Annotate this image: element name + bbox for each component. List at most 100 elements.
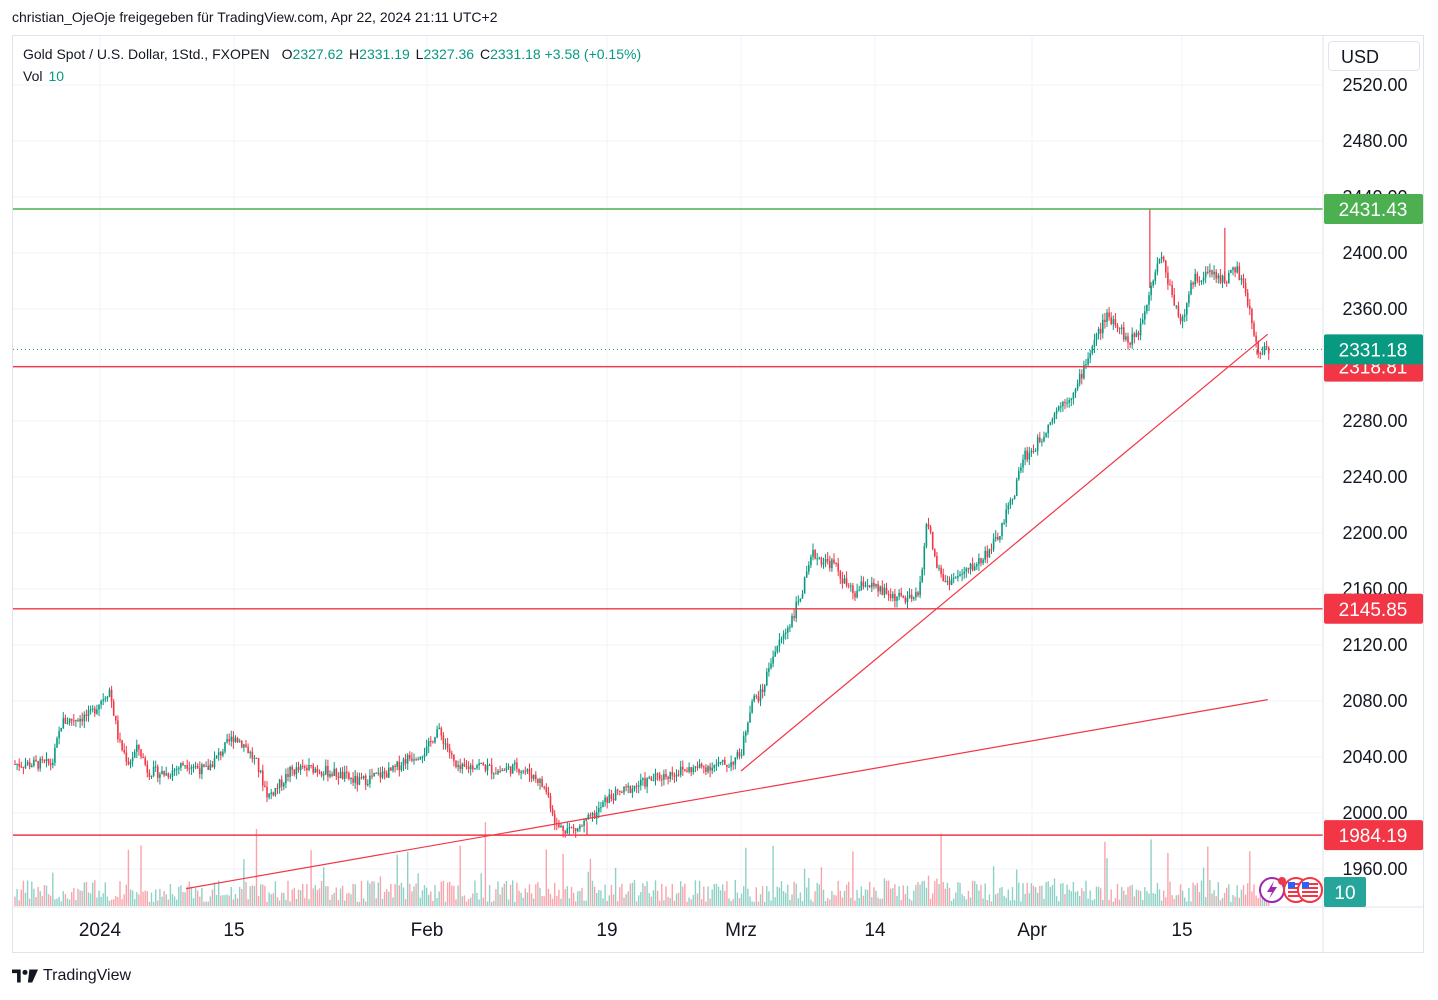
volume-bar [1156,882,1159,906]
candle-body [577,828,579,831]
candle-body [850,585,852,587]
volume-bar [1079,895,1081,906]
candle-body [1110,317,1112,324]
candle-body [541,779,543,787]
candle-body [677,774,680,776]
price-chart[interactable]: 1960.002000.002040.002080.002120.002160.… [0,0,1438,960]
volume-bar [1135,889,1138,906]
candle-body [858,590,860,592]
volume-bar [984,883,986,906]
volume-bar [41,896,43,906]
candle-body [625,786,627,788]
candle-body [532,774,535,779]
volume-bar [533,898,535,906]
candle-body [146,764,149,773]
close-label: C [479,46,491,62]
volume-bar [1192,882,1194,906]
us-flag-stripe [1288,895,1304,897]
volume-bar [371,881,373,906]
candle-body [1156,263,1159,273]
volume-bar [222,895,224,906]
volume-bar [289,901,291,906]
volume-bar [199,896,201,906]
candle-body [285,774,287,784]
volume-bar [911,900,913,906]
volume-bar [717,886,720,906]
candle-body [616,789,619,791]
candle-body [604,797,606,803]
volume-bar [379,876,382,906]
currency-button[interactable]: USD [1328,41,1420,71]
volume-bar [1230,901,1232,906]
candle-body [432,741,434,743]
volume-bar [782,891,785,906]
volume-bar [753,901,755,906]
candle-body [1043,436,1045,442]
volume-bar [306,883,308,906]
volume-bar [885,880,888,906]
volume-bar [1154,893,1156,906]
volume-bar [961,894,963,906]
candle-body [337,776,340,779]
candle-body [1114,319,1117,326]
volume-bar [98,890,100,906]
volume-bar [963,896,965,906]
candle-body [898,592,900,597]
volume-bar [1076,890,1079,906]
volume-bar [121,899,123,906]
volume-bar [862,895,865,906]
candle-body [860,581,863,591]
x-tick-label: 15 [223,920,244,941]
candle-body [58,731,60,739]
volume-bar [224,895,226,906]
volume-bar [772,845,774,906]
volume-bar [671,883,673,906]
volume-bar [444,901,447,906]
candle-body [833,559,835,564]
candle-body [117,720,119,740]
volume-bar [568,898,571,906]
volume-bar [946,882,949,906]
volume-bar [652,890,655,906]
candle-body [509,766,512,774]
volume-bar [194,888,197,906]
volume-bar [1114,898,1117,906]
candle-body [171,770,174,777]
volume-bar [197,890,199,906]
volume-bar [656,890,659,906]
candle-body [43,760,46,762]
volume-bar [138,894,140,906]
candle-body [1120,327,1123,329]
candle-body [1154,272,1157,281]
volume-bar [839,890,841,906]
candle-body [144,757,146,765]
volume-bar [619,887,621,906]
candle-body [871,582,873,588]
volume-bar [787,884,789,906]
volume-bar [482,897,484,906]
volume-bar [698,880,701,906]
candle-body [495,773,497,775]
candle-body [1217,275,1220,279]
horizontal-levels[interactable] [13,208,1323,836]
candle-body [188,768,191,770]
candle-body [94,708,96,714]
tradingview-brand[interactable]: TradingView [12,967,131,985]
volume-bar [115,895,117,906]
volume-bar [724,890,726,906]
candle-body [551,808,554,815]
candle-body [283,783,285,787]
trend-lines[interactable] [186,333,1269,890]
volume-bar [190,886,193,906]
candle-body [35,759,37,762]
candle-body [341,771,344,779]
candle-body [131,757,134,762]
candle-body [33,759,35,766]
candle-body [62,717,65,728]
candle-body [1093,339,1096,347]
volume-bar [304,898,306,906]
candle-body [486,764,489,771]
volume-bar [1068,889,1070,906]
volume-bar [927,875,930,906]
candle-body [427,740,430,747]
